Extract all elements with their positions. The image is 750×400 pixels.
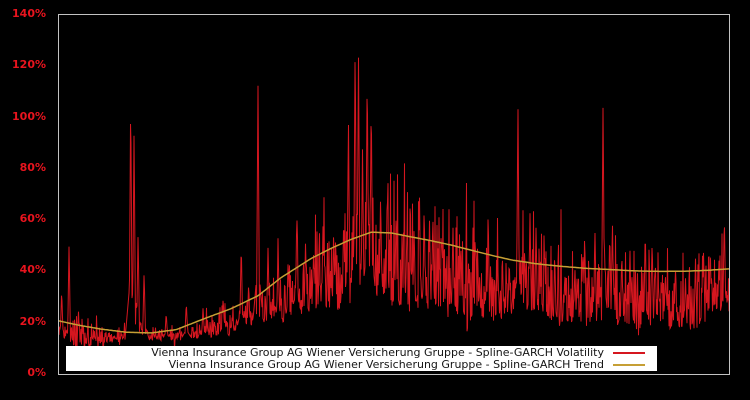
y-tick-label: 80%	[19, 160, 46, 174]
y-tick-label: 100%	[12, 109, 46, 123]
y-tick-label: 140%	[12, 7, 46, 20]
y-tick-label: 40%	[19, 263, 46, 277]
y-tick-label: 0%	[27, 366, 46, 379]
y-tick-label: 20%	[19, 314, 46, 328]
y-axis-labels: 0% 20% 40% 60% 80% 100% 120% 140%	[0, 0, 52, 400]
legend: Vienna Insurance Group AG Wiener Versich…	[66, 346, 657, 371]
trend-line-sample-icon	[613, 363, 645, 366]
plot-svg	[59, 57, 729, 358]
plot-area: Vienna Insurance Group AG Wiener Versich…	[58, 14, 730, 375]
legend-label-trend: Vienna Insurance Group AG Wiener Versich…	[168, 357, 604, 371]
y-tick-label: 120%	[12, 58, 46, 72]
volatility-line-sample-icon	[613, 351, 645, 354]
y-tick-label: 60%	[19, 212, 46, 226]
legend-item-trend: Vienna Insurance Group AG Wiener Versich…	[70, 357, 645, 371]
legend-label-volatility: Vienna Insurance Group AG Wiener Versich…	[151, 345, 604, 359]
legend-item-volatility: Vienna Insurance Group AG Wiener Versich…	[70, 345, 645, 359]
